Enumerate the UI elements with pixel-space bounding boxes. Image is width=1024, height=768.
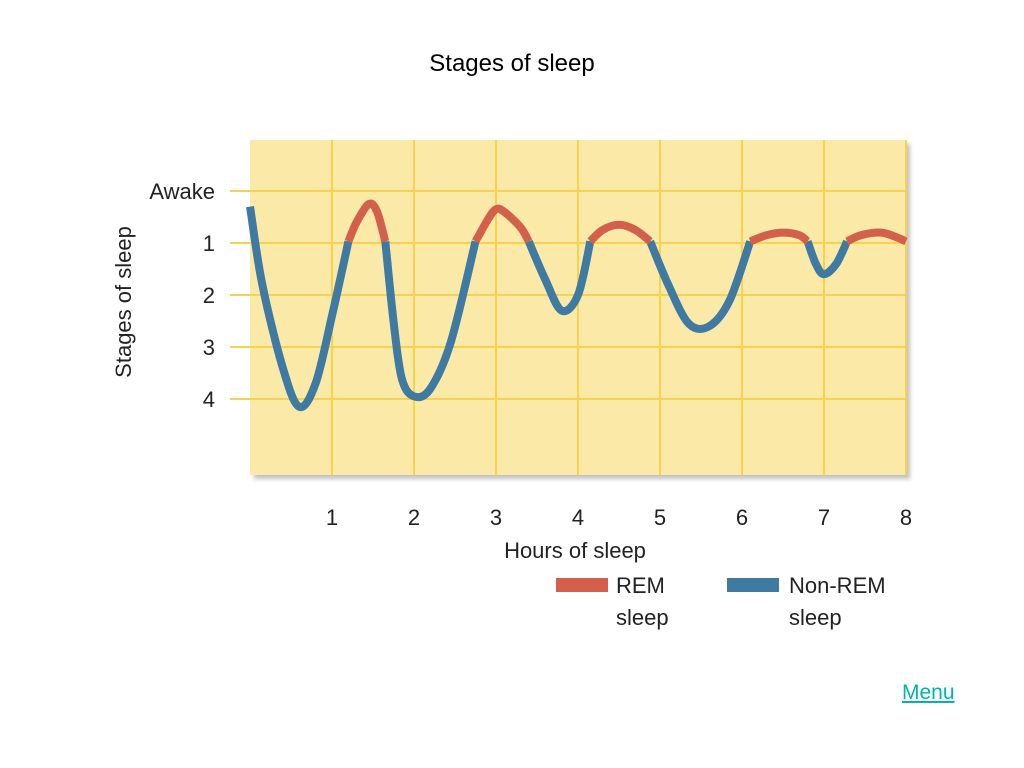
series-curves — [246, 199, 908, 412]
y-tick-label: 4 — [203, 387, 215, 412]
x-tick-label: 6 — [736, 505, 748, 530]
rem-legend-swatch — [556, 578, 608, 592]
y-tick-label: 3 — [203, 335, 215, 360]
non-rem-legend-swatch — [727, 578, 779, 592]
y-axis-label: Stages of sleep — [111, 226, 136, 378]
x-tick-labels: 1 2 3 4 5 6 7 8 — [326, 505, 912, 530]
legend: REM sleep Non-REM sleep — [556, 573, 886, 630]
non-rem-legend-label: sleep — [789, 605, 842, 630]
grid-lines — [230, 140, 907, 475]
rem-sleep-segment — [748, 228, 811, 246]
x-axis-label: Hours of sleep — [504, 538, 646, 563]
non-rem-sleep-segment — [246, 205, 353, 412]
x-tick-label: 3 — [490, 505, 502, 530]
rem-sleep-segment — [845, 228, 908, 246]
rem-sleep-segment — [472, 204, 533, 244]
x-tick-label: 1 — [326, 505, 338, 530]
y-tick-label: Awake — [149, 179, 215, 204]
x-tick-label: 5 — [654, 505, 666, 530]
y-tick-label: 1 — [203, 231, 215, 256]
x-tick-label: 8 — [900, 505, 912, 530]
menu-link[interactable]: Menu — [902, 681, 955, 704]
slide-title: Stages of sleep — [429, 50, 595, 77]
y-tick-label: 2 — [203, 283, 215, 308]
rem-sleep-segment — [344, 199, 390, 244]
x-tick-label: 4 — [572, 505, 584, 530]
y-tick-labels: Awake 1 2 3 4 — [149, 179, 215, 412]
x-tick-label: 2 — [408, 505, 420, 530]
x-tick-label: 7 — [818, 505, 830, 530]
non-rem-sleep-segment — [381, 240, 480, 402]
non-rem-legend-label: Non-REM — [789, 573, 886, 598]
non-rem-sleep-segment — [803, 239, 851, 279]
rem-legend-label: sleep — [616, 605, 669, 630]
non-rem-sleep-segment — [646, 239, 754, 333]
rem-sleep-segment — [587, 220, 653, 245]
non-rem-sleep-segment — [525, 239, 595, 316]
rem-legend-label: REM — [616, 573, 665, 598]
